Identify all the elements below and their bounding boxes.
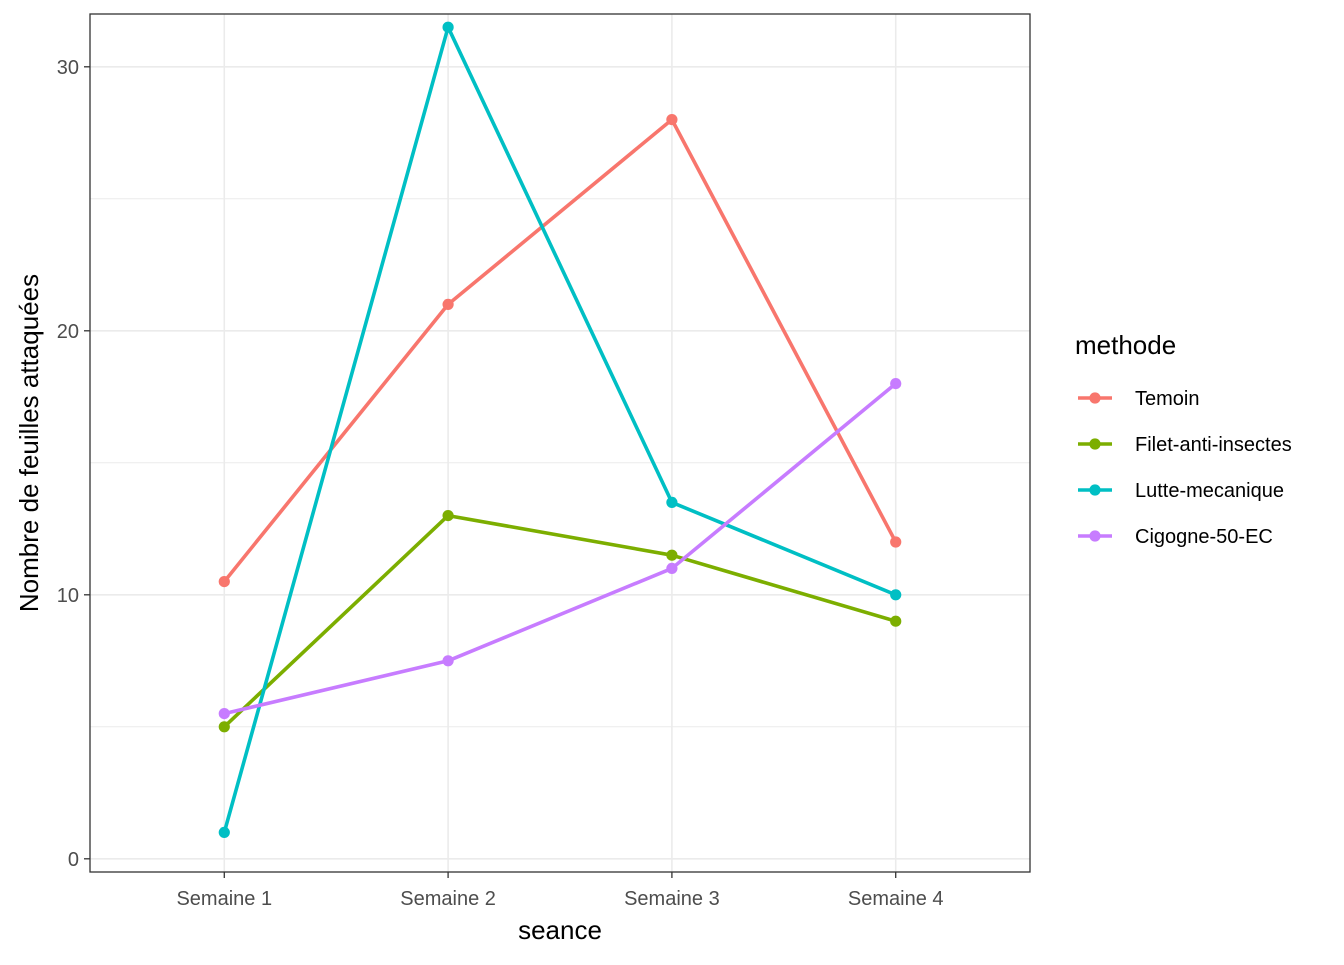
series-layer [218,21,902,839]
legend-item: Temoin [1078,388,1199,410]
plot-panel-border [89,13,1031,873]
data-point [218,708,230,720]
y-tick-label: 30 [57,57,79,79]
y-tick-label: 0 [68,849,79,871]
data-point [218,721,230,733]
data-point [666,549,678,561]
legend-title: methode [1075,330,1176,360]
legend-item: Cigogne-50-EC [1078,526,1273,548]
data-point [666,562,678,575]
legend-items: Temoin Filet-anti-insectes Lutte-mecanique… [1078,388,1292,548]
y-tick-label: 10 [57,585,79,607]
data-point [442,509,454,522]
series-line [223,513,897,729]
series-line [222,25,897,833]
data-point [442,655,454,667]
data-point [666,114,678,126]
series-line [222,117,898,583]
series-line [223,382,897,716]
legend-key-point [1089,392,1101,404]
data-point [890,378,902,390]
x-axis-title: seance [518,915,602,945]
legend-label: Filet-anti-insectes [1135,434,1292,456]
legend-label: Cigogne-50-EC [1135,526,1273,548]
legend-key-point [1089,438,1101,450]
x-tick-label: Semaine 2 [400,888,496,910]
data-point [218,826,230,839]
legend-key-point [1089,484,1101,496]
y-tick-label: 20 [57,321,79,343]
legend-item: Filet-anti-insectes [1078,434,1292,456]
data-point [442,298,454,310]
legend-label: Lutte-mecanique [1135,480,1284,502]
data-point [890,589,902,601]
y-axis-title: Nombre de feuilles attaquées [14,274,44,612]
data-point [218,576,230,588]
axes: 0 10 20 30 Semaine 1 Semaine 2 Semaine 3 Semain… [57,57,944,910]
x-tick-label: Semaine 4 [848,888,944,910]
x-tick-label: Semaine 1 [176,888,272,910]
grid [90,14,1030,872]
legend-item: Lutte-mecanique [1078,480,1284,502]
data-point [442,21,454,33]
legend: methode Temoin Filet-anti-insectes Lutte-m… [1075,330,1292,548]
data-point [666,496,678,508]
legend-label: Temoin [1135,388,1199,410]
data-point [890,536,902,548]
x-tick-label: Semaine 3 [624,888,720,910]
data-point [890,615,902,627]
legend-key-point [1089,530,1101,542]
